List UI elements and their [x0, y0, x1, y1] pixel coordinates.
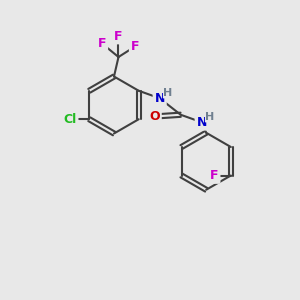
Text: N: N	[196, 116, 207, 129]
Text: H: H	[164, 88, 173, 98]
Text: N: N	[154, 92, 165, 105]
Text: F: F	[210, 169, 219, 182]
Text: F: F	[98, 37, 106, 50]
Text: O: O	[149, 110, 160, 123]
Text: F: F	[114, 29, 123, 43]
Text: F: F	[131, 40, 139, 53]
Text: H: H	[206, 112, 215, 122]
Text: Cl: Cl	[63, 113, 76, 126]
